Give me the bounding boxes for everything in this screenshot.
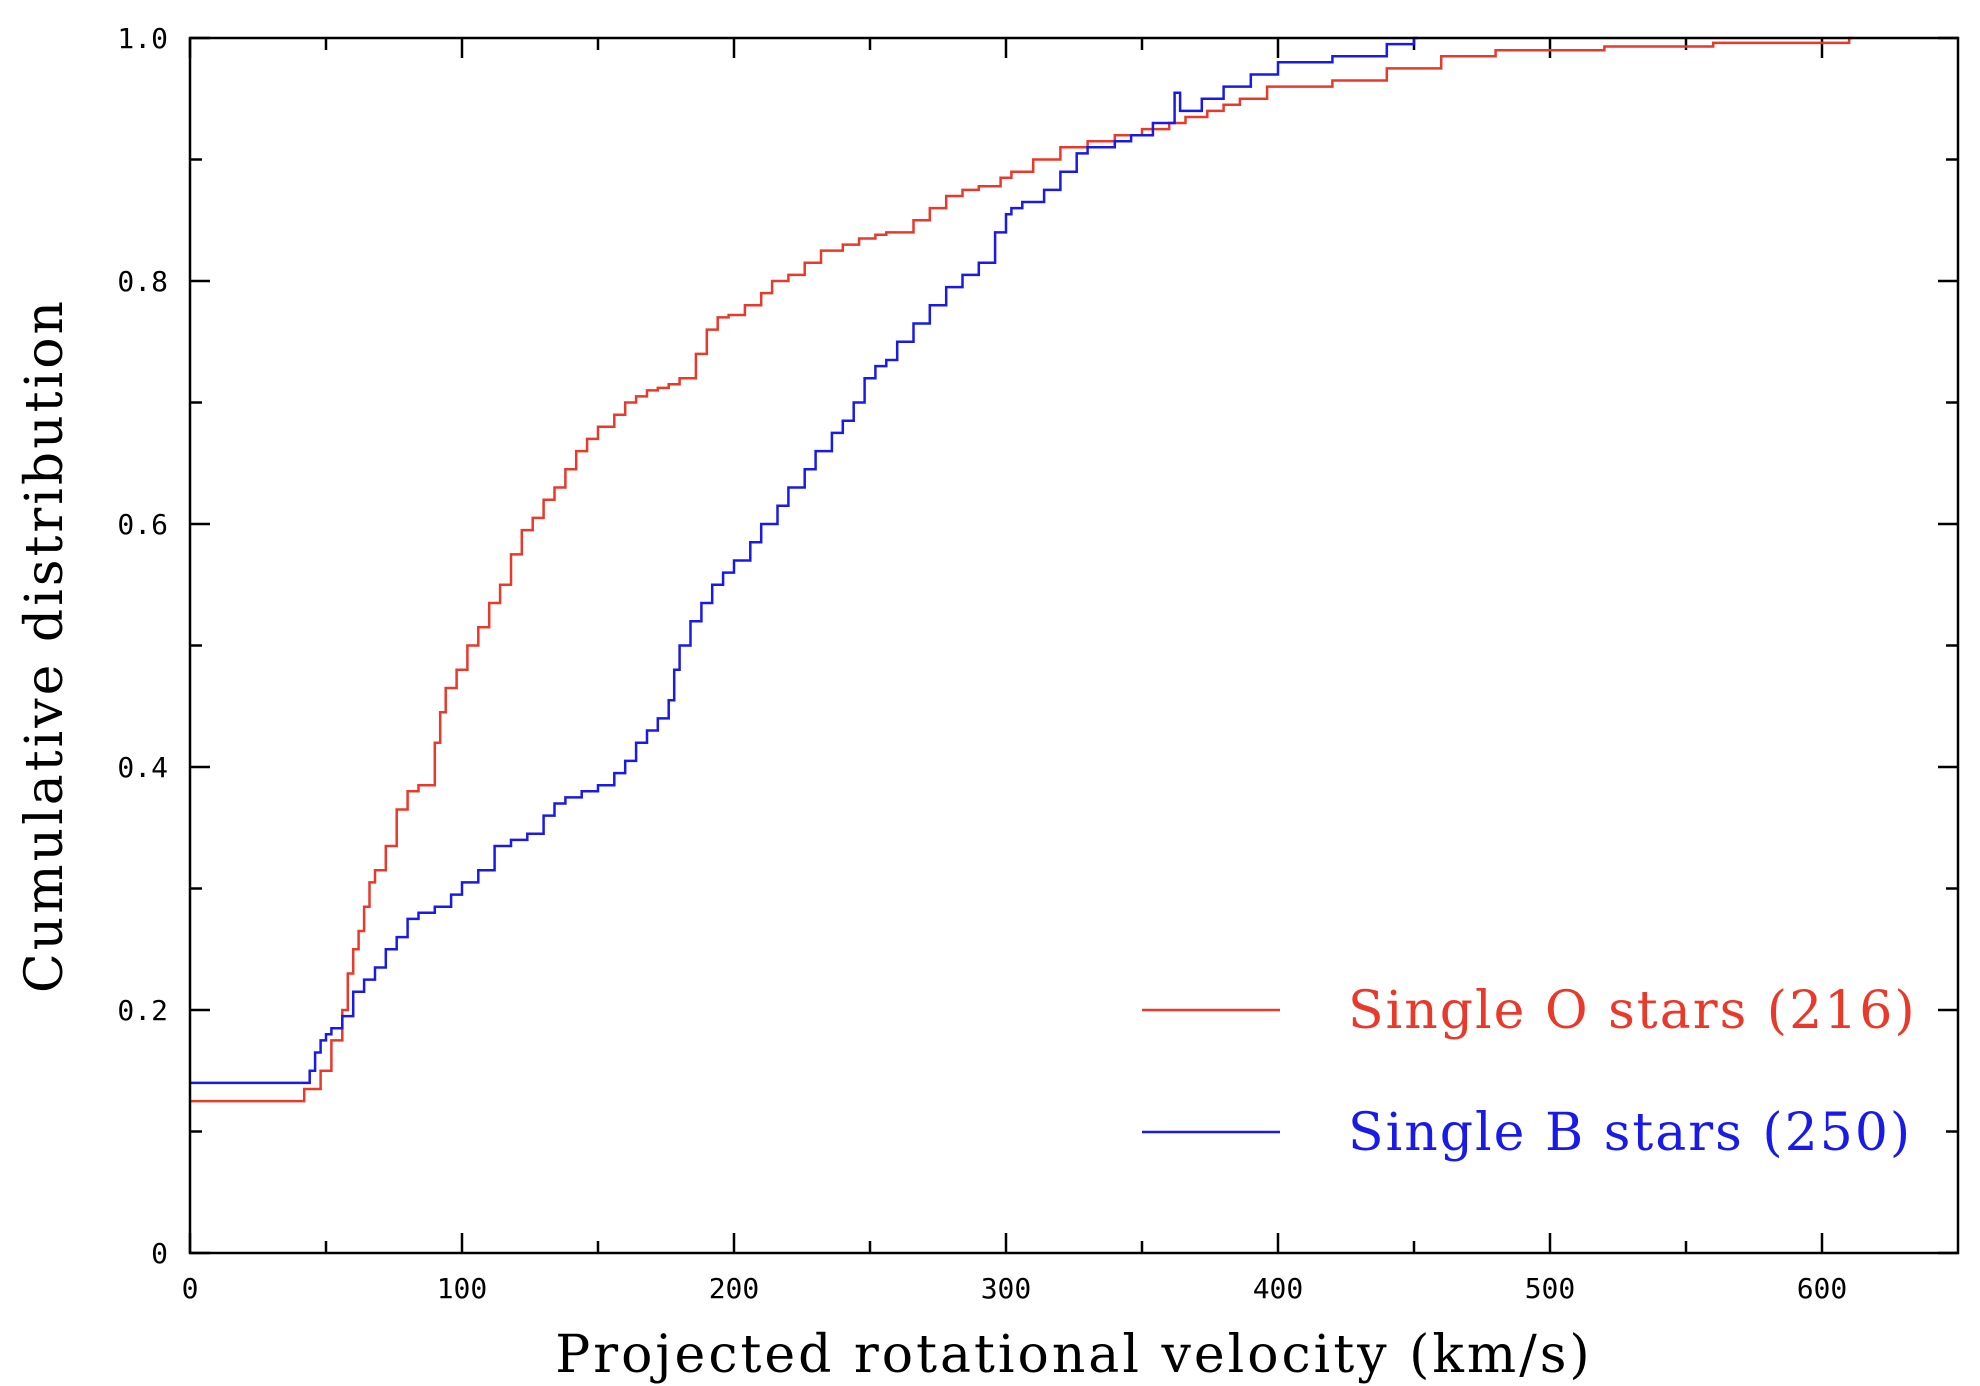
legend-label: Single O stars (216) bbox=[1348, 981, 1917, 1041]
x-tick-label: 500 bbox=[1525, 1272, 1576, 1305]
y-tick-label: 0.2 bbox=[117, 994, 168, 1027]
y-tick-label: 0.8 bbox=[117, 265, 168, 298]
legend: Single O stars (216) Single B stars (250) bbox=[1142, 981, 1917, 1163]
series-line-b-stars bbox=[190, 36, 1418, 1085]
legend-label: Single B stars (250) bbox=[1348, 1103, 1912, 1163]
y-tick-label: 0.6 bbox=[117, 508, 168, 541]
series-line-o-stars bbox=[190, 36, 1854, 1103]
plot-frame bbox=[188, 36, 1960, 1255]
y-tick-label: 1.0 bbox=[117, 22, 168, 55]
x-tick-label: 600 bbox=[1797, 1272, 1848, 1305]
y-tick-label: 0 bbox=[151, 1237, 168, 1270]
y-axis-title: Cumulative distribution bbox=[15, 298, 75, 993]
x-tick-label: 200 bbox=[709, 1272, 760, 1305]
y-tick-label: 0.4 bbox=[117, 751, 168, 784]
x-axis-title: Projected rotational velocity (km/s) bbox=[555, 1325, 1592, 1385]
x-tick-label: 400 bbox=[1253, 1272, 1304, 1305]
data-series bbox=[190, 36, 1854, 1103]
x-tick-label: 100 bbox=[437, 1272, 488, 1305]
x-tick-label: 300 bbox=[981, 1272, 1032, 1305]
tick-labels: 0 100 200 300 400 500 600 0 0.2 0.4 0.6 0.8 1.0 bbox=[117, 22, 1847, 1305]
x-tick-label: 0 bbox=[182, 1272, 199, 1305]
